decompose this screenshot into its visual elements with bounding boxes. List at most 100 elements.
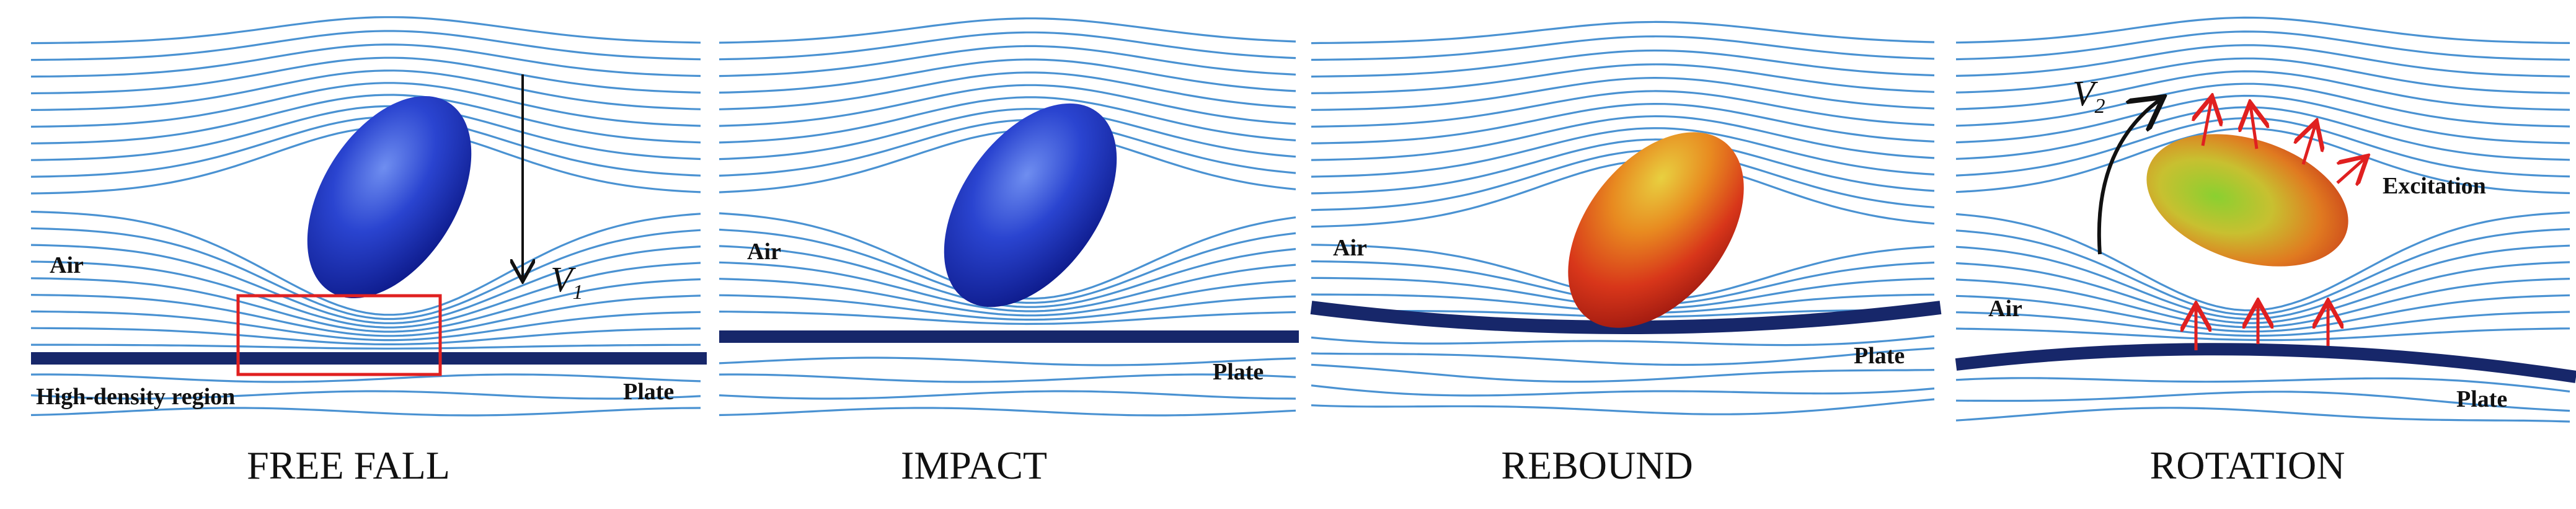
streamline (1955, 391, 2570, 412)
streamline (719, 278, 1296, 317)
region-label: High-density region (36, 384, 235, 410)
streamline (719, 108, 1296, 161)
velocity-symbol: V (2073, 73, 2099, 113)
streamline (30, 94, 701, 144)
streamline (719, 45, 1296, 77)
streamline (1311, 102, 1935, 144)
streamline (30, 227, 701, 321)
streamline (1955, 30, 2570, 61)
streamline (1311, 35, 1935, 61)
streamline (719, 118, 1296, 177)
velocity-label: V1 (551, 259, 583, 304)
highlight-box (236, 294, 442, 376)
streamline (30, 277, 701, 333)
arrow (2303, 124, 2316, 165)
plate-label: Plate (1213, 359, 1264, 385)
caption: IMPACT (901, 443, 1047, 487)
plate-label: Plate (1854, 343, 1905, 369)
streamline (30, 82, 701, 128)
streamline (1955, 57, 2570, 94)
caption: ROTATION (2150, 443, 2345, 487)
streamline (30, 327, 701, 345)
streamline (1311, 127, 1935, 178)
velocity-label: V2 (2073, 73, 2105, 118)
air-label: Air (1333, 235, 1367, 261)
velocity-symbol: V (551, 259, 577, 299)
droplet (2146, 134, 2348, 267)
streamline (719, 373, 1296, 383)
caption: REBOUND (1501, 443, 1693, 487)
streamline (1311, 76, 1935, 111)
panel-free-fall: V1 Air High-density region Plate (30, 16, 707, 417)
streamline (1955, 82, 2570, 128)
arrow (2251, 105, 2257, 149)
streamline (30, 210, 701, 316)
streamline (1311, 159, 1935, 228)
streamline (30, 310, 701, 342)
streamline (1311, 63, 1935, 94)
streamline (719, 245, 1296, 308)
streamline (719, 311, 1296, 325)
streamline (30, 116, 701, 178)
streamline (1955, 327, 2570, 342)
caption: FREE FALL (247, 443, 450, 487)
streamline (1311, 49, 1935, 78)
streamline (30, 260, 701, 329)
streamline (30, 30, 701, 61)
streamlines (1311, 20, 1935, 415)
droplet (1568, 132, 1744, 328)
streamline (1311, 398, 1935, 415)
streamline (1955, 311, 2570, 337)
streamline (1955, 377, 2570, 393)
streamline (719, 58, 1296, 94)
streamline (1311, 115, 1935, 161)
streamline (1955, 70, 2570, 111)
streamline (719, 31, 1296, 61)
streamline (1311, 347, 1935, 366)
panel-rotation: V2 Excitation Air Plate (1955, 16, 2576, 423)
streamline (1311, 384, 1935, 397)
air-label: Air (1988, 296, 2022, 322)
streamline (30, 69, 701, 111)
streamline (30, 56, 701, 95)
streamline (1311, 363, 1935, 383)
excitation-arrows (2196, 99, 2365, 350)
streamline (1311, 149, 1935, 211)
streamline (1311, 90, 1935, 128)
streamline (30, 16, 701, 45)
streamline (719, 84, 1296, 127)
streamline (719, 71, 1296, 110)
panel-rebound: Air Plate (1310, 20, 1942, 415)
streamline (1955, 16, 2570, 44)
streamline (1311, 138, 1935, 195)
streamline (719, 17, 1296, 44)
streamline (30, 407, 701, 417)
air-label: Air (50, 252, 84, 278)
streamline (30, 105, 701, 161)
plate (1955, 343, 2576, 383)
streamline (30, 294, 701, 337)
streamline (1955, 407, 2570, 423)
droplet (307, 95, 472, 299)
plate (1310, 301, 1942, 334)
arrow (2203, 99, 2211, 146)
panel-impact: Air Plate (719, 17, 1299, 417)
arrow (2336, 158, 2365, 183)
streamline (719, 294, 1296, 321)
streamline (719, 96, 1296, 144)
streamline (719, 261, 1296, 312)
streamline (719, 356, 1296, 366)
streamline (719, 390, 1296, 400)
streamline (30, 43, 701, 78)
air-label: Air (747, 239, 781, 265)
rotation-arrow (2097, 99, 2161, 255)
streamline (1955, 94, 2570, 144)
excitation-label: Excitation (2383, 173, 2486, 199)
streamline (31, 343, 701, 350)
streamline (1955, 294, 2570, 333)
streamline (1311, 20, 1935, 45)
streamline (30, 244, 701, 324)
streamline (719, 407, 1296, 417)
streamlines (30, 16, 701, 417)
